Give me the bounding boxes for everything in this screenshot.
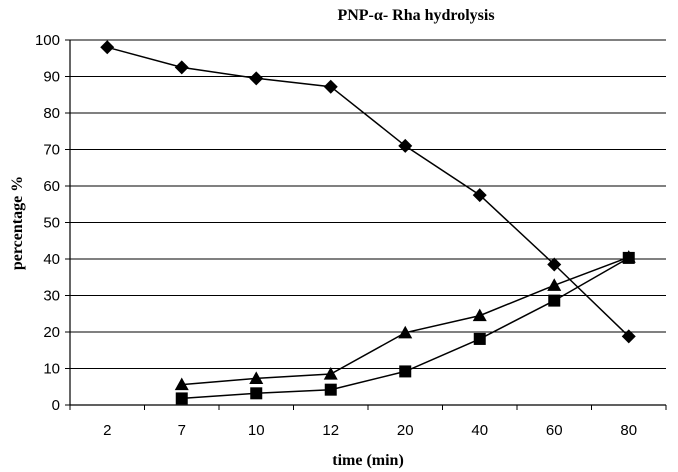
point-diamond-12 <box>323 79 338 94</box>
point-triangle-60 <box>547 278 562 291</box>
point-triangle-20 <box>398 325 413 339</box>
x-tick-label-2: 2 <box>103 422 111 439</box>
point-diamond-80 <box>621 329 636 344</box>
point-diamond-60 <box>547 257 562 272</box>
point-triangle-7 <box>174 377 189 391</box>
y-tick-label-40: 40 <box>43 251 60 268</box>
point-square-20 <box>399 365 412 378</box>
point-diamond-7 <box>174 60 189 75</box>
x-tick-label-60: 60 <box>546 422 563 439</box>
point-triangle-10 <box>249 371 264 384</box>
y-tick-label-50: 50 <box>43 215 60 232</box>
y-tick-label-30: 30 <box>43 288 60 305</box>
series-markers <box>100 40 636 405</box>
point-diamond-10 <box>249 71 264 86</box>
y-tick-label-100: 100 <box>35 32 60 49</box>
y-tick-label-80: 80 <box>43 105 60 122</box>
y-tick-labels: 0 10 20 30 40 50 60 70 80 90 100 <box>35 32 60 414</box>
point-triangle-12 <box>323 366 338 380</box>
point-square-10 <box>250 387 263 400</box>
point-diamond-20 <box>398 138 413 153</box>
point-square-12 <box>324 383 337 396</box>
y-tick-label-90: 90 <box>43 69 60 86</box>
point-triangle-40 <box>472 308 487 322</box>
x-tick-label-7: 7 <box>178 422 186 439</box>
x-tick-label-12: 12 <box>322 422 339 439</box>
point-diamond-40 <box>472 188 487 203</box>
point-square-80 <box>622 251 635 264</box>
y-tick-label-10: 10 <box>43 361 60 378</box>
x-tick-label-10: 10 <box>248 422 265 439</box>
y-tick-label-0: 0 <box>52 397 60 414</box>
y-tick-label-20: 20 <box>43 324 60 341</box>
x-axis-title: time (min) <box>332 452 404 469</box>
x-tick-labels: 2 7 10 12 20 40 60 80 <box>103 422 637 439</box>
x-tick-label-80: 80 <box>620 422 637 439</box>
x-tick-label-20: 20 <box>397 422 414 439</box>
chart-title: PNP-α- Rha hydrolysis <box>337 7 494 24</box>
point-square-60 <box>548 294 561 307</box>
gridlines <box>70 39 666 369</box>
series-diamond-line <box>107 46 630 337</box>
y-axis-title: percentage % <box>9 176 26 270</box>
axes <box>65 39 667 410</box>
point-square-7 <box>175 392 188 405</box>
y-tick-label-70: 70 <box>43 142 60 159</box>
point-diamond-2 <box>100 40 115 55</box>
x-tick-label-40: 40 <box>471 422 488 439</box>
point-square-40 <box>473 332 486 345</box>
y-tick-label-60: 60 <box>43 178 60 195</box>
